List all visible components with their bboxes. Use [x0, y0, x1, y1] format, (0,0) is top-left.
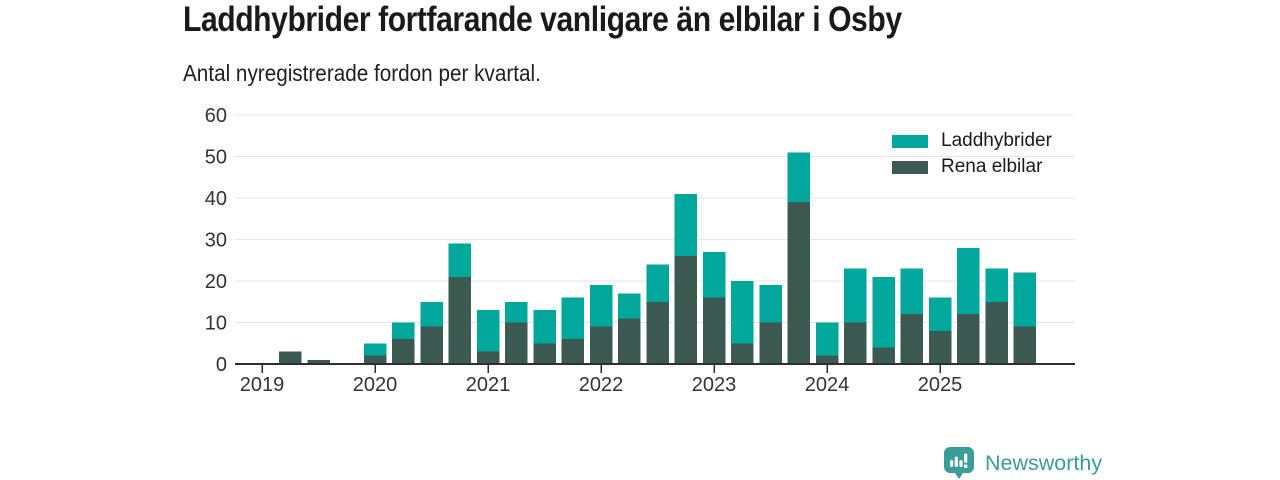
y-axis-tick-label: 30 [205, 230, 227, 252]
bar-segment [674, 193, 697, 257]
bar-segment [900, 268, 923, 315]
bar-segment [420, 326, 443, 364]
legend-label: Laddhybrider [941, 130, 1052, 151]
legend-swatch-laddhybrider [892, 134, 928, 148]
x-axis-year-label: 2019 [240, 374, 285, 396]
x-axis-year-label: 2021 [466, 374, 511, 396]
chart-subtitle: Antal nyregistrerade fordon per kvartal. [183, 60, 541, 86]
bar-segment [363, 355, 387, 364]
bar-segment [985, 301, 1008, 364]
bar-segment [589, 326, 613, 364]
chart-legend: Laddhybrider Rena elbilar [892, 128, 1052, 180]
y-axis-tick-label: 10 [205, 313, 227, 335]
y-axis-tick-label: 50 [205, 147, 227, 169]
bar-segment [420, 301, 443, 327]
legend-item-laddhybrider: Laddhybrider [892, 128, 1052, 154]
newsworthy-bar-chart-pin-icon [944, 447, 974, 479]
y-axis-tick-label: 0 [216, 354, 227, 376]
y-axis-tick-label: 60 [205, 105, 227, 127]
bar-segment [759, 285, 782, 323]
bar-segment [561, 297, 584, 340]
y-axis-tick-label: 20 [205, 271, 227, 293]
legend-item-rena-elbilar: Rena elbilar [892, 154, 1052, 180]
bar-segment [392, 339, 415, 364]
bar-segment [985, 268, 1008, 302]
x-axis-year-label: 2023 [692, 374, 737, 396]
bar-segment [844, 322, 867, 364]
bar-segment [815, 322, 839, 356]
newsworthy-wordmark: Newsworthy [985, 450, 1103, 475]
bar-segment [392, 322, 415, 340]
x-axis-year-label: 2022 [579, 374, 624, 396]
bar-segment [618, 318, 641, 364]
bar-segment [307, 359, 330, 364]
bar-segment [872, 347, 895, 364]
y-axis-tick-label: 40 [205, 188, 227, 210]
bar-segment [674, 256, 697, 364]
legend-label: Rena elbilar [941, 156, 1043, 177]
bar-segment [928, 330, 952, 364]
bar-segment [731, 343, 754, 364]
bar-segment [279, 351, 302, 364]
bar-segment [448, 276, 471, 364]
bar-segment [561, 339, 584, 364]
newsworthy-logo: Newsworthy [942, 446, 1102, 480]
bar-segment [957, 247, 980, 315]
bar-segment [702, 251, 726, 298]
bar-segment [1013, 326, 1036, 364]
bar-segment [787, 152, 810, 203]
bar-segment [646, 264, 669, 302]
bar-segment [844, 268, 867, 323]
chart-title: Laddhybrider fortfarande vanligare än el… [183, 0, 902, 39]
bar-segment [533, 343, 556, 364]
bar-segment [363, 343, 387, 356]
bar-segment [928, 297, 952, 331]
bar-segment [646, 301, 669, 364]
bar-segment [448, 243, 471, 277]
bar-segment [476, 351, 500, 364]
bar-segment [759, 322, 782, 364]
bar-segment [505, 322, 528, 364]
bar-segment [1013, 272, 1036, 327]
bar-segment [900, 314, 923, 364]
bar-segment [872, 276, 895, 348]
bar-segment [533, 310, 556, 344]
bar-segment [618, 293, 641, 319]
bar-segment [815, 355, 839, 364]
x-axis-year-label: 2024 [805, 374, 850, 396]
bar-segment [702, 297, 726, 364]
bar-segment [957, 314, 980, 364]
bar-segment [787, 202, 810, 364]
bar-segment [505, 301, 528, 323]
bar-segment [731, 281, 754, 344]
x-axis-year-label: 2025 [918, 374, 963, 396]
bar-segment [476, 310, 500, 352]
x-axis-year-label: 2020 [353, 374, 398, 396]
bar-segment [589, 285, 613, 327]
legend-swatch-rena-elbilar [892, 160, 928, 174]
